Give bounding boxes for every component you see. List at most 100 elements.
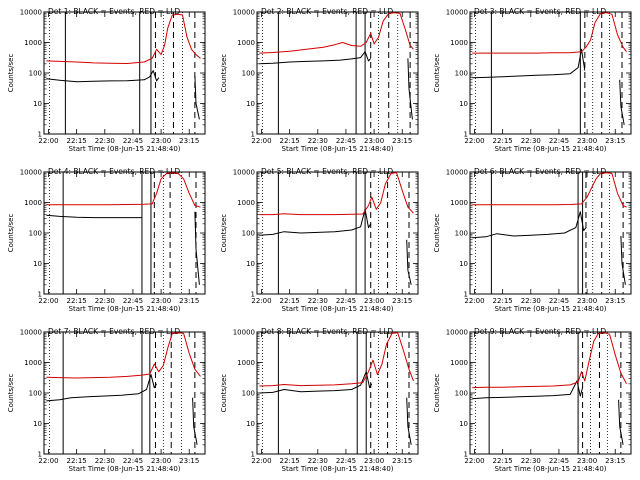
x-tick-label: 22:00 bbox=[38, 137, 58, 145]
y-tick-label: 10000 bbox=[20, 9, 42, 17]
y-tick-label: 1 bbox=[464, 131, 468, 139]
y-tick-label: 10 bbox=[33, 260, 42, 268]
y-tick-label: 10 bbox=[33, 420, 42, 428]
x-tick-label: 22:00 bbox=[464, 137, 484, 145]
plot-frame bbox=[469, 331, 632, 455]
plot-frame bbox=[256, 171, 419, 295]
y-tick-label: 1000 bbox=[450, 39, 468, 47]
y-tick-label: 100 bbox=[242, 390, 255, 398]
detector-panel-1: Det 1: BLACK = Events, RED = LLD 1 10 100 10… bbox=[7, 7, 206, 153]
y-tick-label: 10 bbox=[459, 260, 468, 268]
x-tick-label: 22:45 bbox=[336, 297, 356, 305]
y-tick-label: 1000 bbox=[450, 359, 468, 367]
panel-title: Det 9: BLACK = Events, RED = LLD bbox=[474, 327, 606, 336]
y-axis-label: Counts/sec bbox=[220, 374, 228, 413]
x-tick-label: 23:00 bbox=[151, 297, 171, 305]
x-tick-label: 22:30 bbox=[308, 137, 328, 145]
y-tick-label: 1 bbox=[464, 451, 468, 459]
x-tick-label: 22:30 bbox=[95, 297, 115, 305]
x-tick-label: 22:15 bbox=[67, 457, 87, 465]
y-tick-label: 10 bbox=[459, 420, 468, 428]
y-tick-label: 1000 bbox=[237, 359, 255, 367]
x-tick-label: 22:00 bbox=[464, 457, 484, 465]
plot-frame bbox=[43, 331, 206, 455]
x-tick-label: 22:30 bbox=[521, 137, 541, 145]
x-tick-label: 22:45 bbox=[336, 137, 356, 145]
y-tick-label: 10 bbox=[33, 100, 42, 108]
detector-panel-4: Det 4: BLACK = Events, RED = LLD 1 10 100 10… bbox=[7, 167, 206, 313]
y-tick-label: 1 bbox=[251, 291, 255, 299]
y-axis-label: Counts/sec bbox=[7, 214, 15, 253]
y-tick-label: 1 bbox=[38, 131, 42, 139]
x-tick-label: 22:00 bbox=[251, 297, 271, 305]
x-tick-label: 22:00 bbox=[251, 457, 271, 465]
x-axis-label: Start Time (08-Jun-15 21:48:40) bbox=[495, 145, 607, 153]
events-series-line bbox=[472, 380, 584, 400]
x-tick-label: 23:00 bbox=[364, 137, 384, 145]
y-axis-label: Counts/sec bbox=[7, 374, 15, 413]
y-tick-label: 10000 bbox=[233, 9, 255, 17]
x-axis-label: Start Time (08-Jun-15 21:48:40) bbox=[282, 145, 394, 153]
x-tick-label: 22:15 bbox=[280, 137, 300, 145]
y-axis-label: Counts/sec bbox=[433, 54, 441, 93]
x-tick-label: 23:15 bbox=[179, 457, 199, 465]
plot-frame bbox=[469, 171, 632, 295]
plot-frame bbox=[43, 11, 206, 135]
detector-panel-2: Det 2: BLACK = Events, RED = LLD 1 10 100 10… bbox=[220, 7, 419, 153]
y-axis-label: Counts/sec bbox=[220, 214, 228, 253]
x-tick-label: 22:15 bbox=[493, 137, 513, 145]
x-tick-label: 23:15 bbox=[605, 137, 625, 145]
y-tick-label: 1 bbox=[464, 291, 468, 299]
detector-panel-6: Det 6: BLACK = Events, RED = LLD 1 10 100 10… bbox=[433, 167, 632, 313]
panel-title: Det 5: BLACK = Events, RED = LLD bbox=[261, 167, 393, 176]
y-tick-label: 100 bbox=[455, 230, 468, 238]
y-axis-label: Counts/sec bbox=[433, 374, 441, 413]
y-axis-label: Counts/sec bbox=[7, 54, 15, 93]
x-tick-label: 22:15 bbox=[280, 457, 300, 465]
lld-series-line bbox=[259, 332, 414, 387]
panel-title: Det 6: BLACK = Events, RED = LLD bbox=[474, 167, 606, 176]
x-tick-label: 23:15 bbox=[392, 137, 412, 145]
detector-panel-5: Det 5: BLACK = Events, RED = LLD 1 10 100 10… bbox=[220, 167, 419, 313]
x-axis-label: Start Time (08-Jun-15 21:48:40) bbox=[495, 465, 607, 473]
x-tick-label: 23:00 bbox=[364, 457, 384, 465]
y-tick-label: 10000 bbox=[20, 169, 42, 177]
lld-series-line bbox=[472, 172, 627, 208]
y-tick-label: 10 bbox=[246, 260, 255, 268]
x-axis-label: Start Time (08-Jun-15 21:48:40) bbox=[495, 305, 607, 313]
plot-frame bbox=[469, 11, 632, 135]
events-series-line bbox=[194, 211, 200, 285]
x-axis-label: Start Time (08-Jun-15 21:48:40) bbox=[69, 465, 181, 473]
x-tick-label: 22:45 bbox=[123, 297, 143, 305]
x-tick-label: 23:00 bbox=[577, 137, 597, 145]
x-tick-label: 22:15 bbox=[493, 297, 513, 305]
events-series-line bbox=[192, 397, 198, 445]
detector-panel-8: Det 8: BLACK = Events, RED = LLD 1 10 100 10… bbox=[220, 327, 419, 473]
x-tick-label: 23:00 bbox=[151, 457, 171, 465]
events-series-line bbox=[259, 208, 372, 236]
panel-title: Det 3: BLACK = Events, RED = LLD bbox=[474, 7, 606, 16]
plot-frame bbox=[43, 171, 206, 295]
x-axis-label: Start Time (08-Jun-15 21:48:40) bbox=[69, 305, 181, 313]
y-tick-label: 1000 bbox=[24, 359, 42, 367]
events-series-line bbox=[406, 397, 412, 445]
x-tick-label: 22:00 bbox=[464, 297, 484, 305]
x-tick-label: 22:30 bbox=[521, 457, 541, 465]
y-tick-label: 1 bbox=[38, 451, 42, 459]
events-series-line bbox=[194, 75, 200, 120]
y-tick-label: 1000 bbox=[450, 199, 468, 207]
y-tick-label: 1000 bbox=[237, 39, 255, 47]
x-tick-label: 22:45 bbox=[549, 137, 569, 145]
x-tick-label: 22:45 bbox=[123, 457, 143, 465]
x-tick-label: 22:30 bbox=[308, 457, 328, 465]
x-tick-label: 23:00 bbox=[577, 297, 597, 305]
lld-series-line bbox=[46, 13, 201, 64]
lld-series-line bbox=[259, 172, 414, 216]
x-tick-label: 23:15 bbox=[605, 457, 625, 465]
lld-series-line bbox=[46, 332, 201, 379]
x-tick-label: 22:00 bbox=[38, 457, 58, 465]
detector-panel-3: Det 3: BLACK = Events, RED = LLD 1 10 100 10… bbox=[433, 7, 632, 153]
panel-title: Det 1: BLACK = Events, RED = LLD bbox=[48, 7, 180, 16]
y-tick-label: 10000 bbox=[233, 329, 255, 337]
